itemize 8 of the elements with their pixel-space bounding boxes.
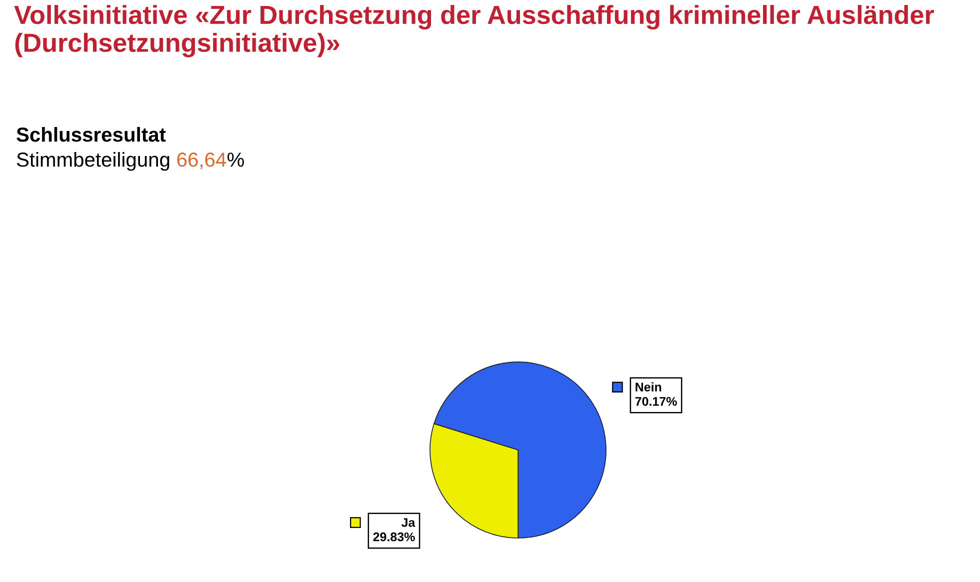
text: Schlussresultat [16, 127, 166, 142]
chart-title: Volksinitiative «Zur Durchsetzung der Ausschaffung krimineller Ausländer (Durchsetzungsinitiative)» [14, 5, 934, 58]
data-label: 29.83% [373, 532, 415, 542]
data-label: 70.17% [635, 396, 677, 406]
slice-label: Ja [401, 518, 416, 527]
pie-slice [434, 362, 606, 538]
text: Stimmbeteiligung 66,64% [16, 152, 244, 171]
legend-label: Nein [636, 382, 662, 392]
